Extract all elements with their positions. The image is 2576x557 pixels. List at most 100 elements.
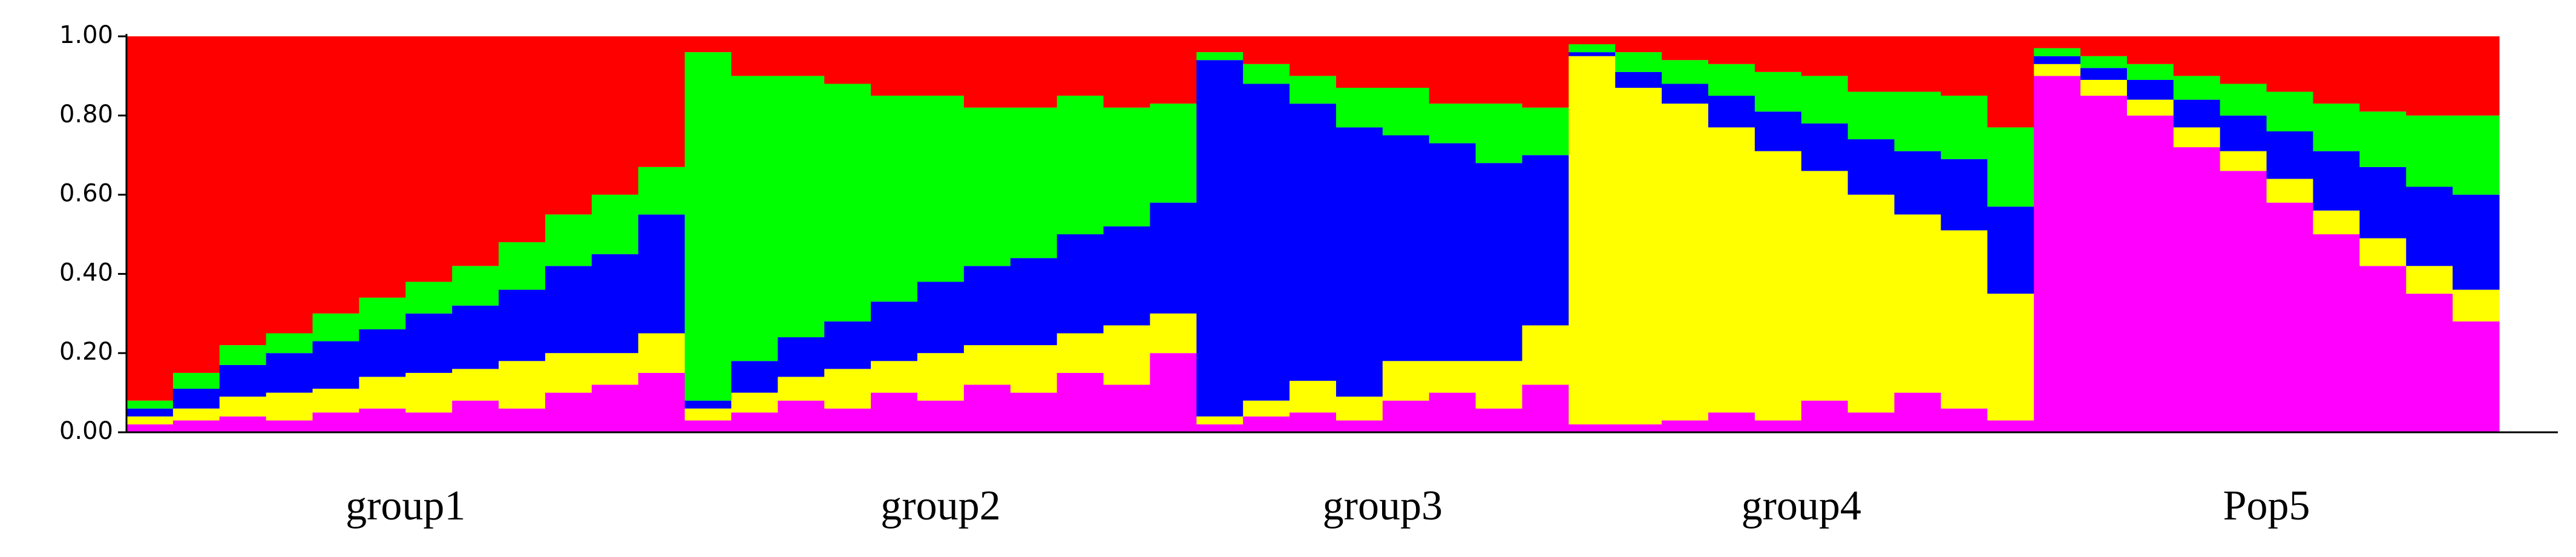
ancestry-segment — [1429, 392, 1476, 432]
ancestry-segment — [266, 420, 313, 432]
ancestry-segment — [2080, 36, 2128, 56]
ancestry-segment — [917, 36, 965, 96]
ancestry-segment — [1801, 123, 1849, 171]
ancestry-segment — [731, 76, 778, 361]
ancestry-segment — [545, 36, 592, 215]
ancestry-segment — [359, 377, 406, 409]
ancestry-segment — [1894, 214, 1942, 393]
ancestry-segment — [1615, 36, 1662, 53]
ancestry-segment — [1754, 36, 1802, 72]
ancestry-segment — [2220, 115, 2267, 151]
ancestry-segment — [1429, 104, 1476, 143]
ancestry-segment — [1196, 36, 1244, 53]
ancestry-segment — [2266, 36, 2314, 92]
ancestry-segment — [917, 400, 965, 432]
ancestry-segment — [1894, 36, 1942, 92]
ancestry-segment — [1150, 202, 1197, 314]
ancestry-segment — [1754, 151, 1802, 421]
ancestry-segment — [1290, 104, 1337, 381]
ancestry-segment — [1662, 104, 1709, 421]
group-label: group4 — [1742, 483, 1861, 529]
ancestry-segment — [731, 392, 778, 413]
ancestry-segment — [591, 194, 639, 254]
ancestry-segment — [499, 289, 546, 361]
ancestry-segment — [126, 36, 174, 401]
ancestry-segment — [1057, 333, 1104, 373]
ancestry-segment — [1150, 104, 1197, 203]
ancestry-segment — [2266, 91, 2314, 131]
ancestry-segment — [2173, 147, 2221, 432]
ancestry-segment — [1801, 400, 1849, 432]
ancestry-segment — [2220, 36, 2267, 84]
ancestry-segment — [638, 372, 686, 432]
ancestry-segment — [1568, 44, 1616, 53]
ancestry-segment — [1196, 424, 1244, 432]
ancestry-segment — [126, 408, 174, 417]
ancestry-segment — [1941, 230, 1988, 409]
ancestry-segment — [266, 353, 313, 393]
ancestry-segment — [2173, 99, 2221, 128]
ancestry-segment — [545, 266, 592, 354]
ancestry-segment — [1987, 420, 2034, 432]
ancestry-segment — [1103, 384, 1151, 432]
ancestry-segment — [1941, 36, 1988, 96]
ancestry-segment — [1290, 412, 1337, 432]
ancestry-segment — [1336, 36, 1383, 88]
ancestry-segment — [1568, 424, 1616, 432]
ancestry-segment — [963, 107, 1011, 266]
ancestry-segment — [359, 329, 406, 377]
ancestry-segment — [172, 36, 220, 373]
ancestry-segment — [1941, 408, 1988, 432]
ancestry-segment — [824, 369, 871, 409]
ancestry-segment — [1801, 171, 1849, 401]
ancestry-segment — [359, 297, 406, 329]
ancestry-segment — [684, 36, 732, 53]
ancestry-segment — [2266, 202, 2314, 432]
ancestry-segment — [824, 36, 871, 84]
ancestry-segment — [545, 392, 592, 432]
ancestry-segment — [1243, 400, 1290, 417]
ancestry-segment — [963, 36, 1011, 108]
ancestry-segment — [1568, 36, 1616, 45]
ancestry-segment — [1010, 258, 1058, 346]
ancestry-segment — [963, 345, 1011, 385]
ancestry-segment — [1336, 397, 1383, 421]
ancestry-segment — [2034, 76, 2081, 432]
ancestry-segment — [2173, 127, 2221, 148]
ancestry-segment — [2034, 48, 2081, 56]
ancestry-segment — [638, 166, 686, 215]
ancestry-segment — [917, 96, 965, 282]
ancestry-segment — [1196, 60, 1244, 417]
ancestry-segment — [312, 313, 360, 341]
ancestry-segment — [1150, 313, 1197, 354]
ancestry-segment — [871, 392, 918, 432]
ancestry-segment — [266, 333, 313, 354]
ancestry-segment — [2220, 171, 2267, 432]
ancestry-segment — [2080, 96, 2128, 433]
ancestry-segment — [778, 337, 825, 377]
ancestry-segment — [1382, 361, 1430, 401]
ancestry-segment — [1057, 36, 1104, 96]
ancestry-segment — [871, 36, 918, 96]
ancestry-segment — [1987, 206, 2034, 294]
ancestry-segment — [1429, 36, 1476, 104]
ancestry-segment — [2034, 64, 2081, 76]
ancestry-segment — [1429, 361, 1476, 393]
ancestry-segment — [2266, 131, 2314, 179]
y-tick-label: 0.20 — [59, 338, 113, 366]
ancestry-segment — [1010, 36, 1058, 108]
ancestry-segment — [1196, 52, 1244, 61]
ancestry-segment — [1103, 226, 1151, 326]
ancestry-segment — [591, 353, 639, 385]
ancestry-segment — [2313, 36, 2360, 104]
ancestry-segment — [2406, 115, 2453, 187]
ancestry-segment — [1801, 36, 1849, 76]
ancestry-segment — [778, 400, 825, 432]
ancestry-segment — [1847, 194, 1895, 413]
ancestry-segment — [1475, 361, 1523, 409]
ancestry-segment — [312, 36, 360, 314]
ancestry-segment — [824, 84, 871, 321]
ancestry-segment — [1382, 400, 1430, 432]
ancestry-segment — [2126, 115, 2174, 433]
ancestry-segment — [359, 36, 406, 298]
